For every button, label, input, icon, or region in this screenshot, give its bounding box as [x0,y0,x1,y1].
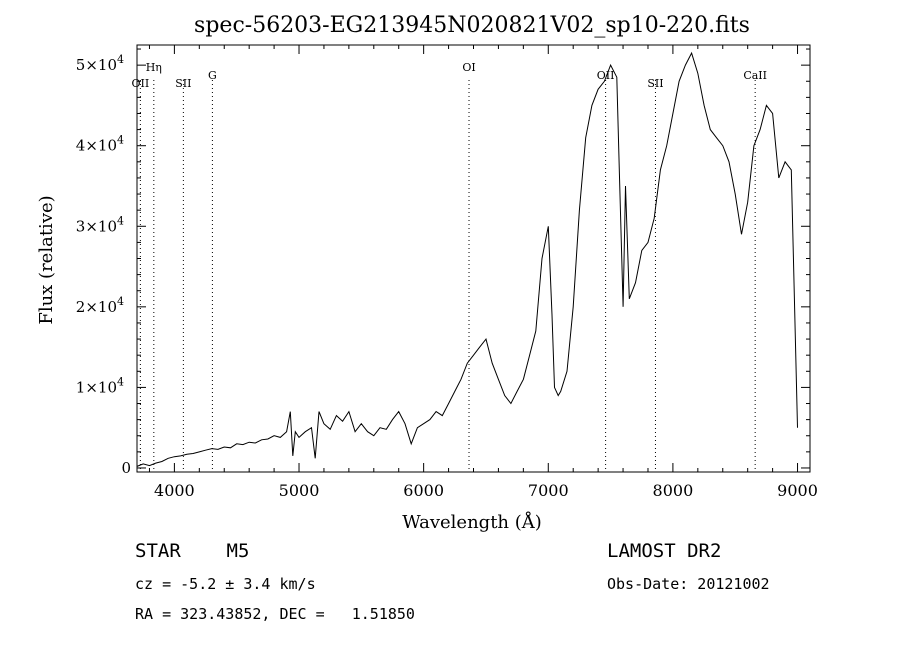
observation-date: Obs-Date: 20121002 [607,575,770,593]
line-marker-label: OII [597,69,615,82]
line-marker-label: SII [175,77,191,90]
y-tick-label: 2×104 [76,295,124,316]
y-tick-label: 5×104 [76,53,124,74]
y-axis-label: Flux (relative) [36,195,57,324]
line-marker-label: SII [647,77,663,90]
emission-line-markers: OII Hη SII G OI OII SII CaII [132,61,767,472]
line-marker-label: CaII [743,69,767,82]
x-tick-label: 4000 [154,481,195,500]
spectrum-chart: spec-56203-EG213945N020821V02_sp10-220.f… [36,13,818,533]
y-tick-label: 3×104 [76,214,124,235]
x-tick-label: 9000 [777,481,818,500]
plot-frame [136,44,811,473]
y-axis: 0 1×104 2×104 3×104 4×104 5×104 [76,48,810,477]
line-marker-label: G [208,69,217,82]
y-tick-label: 0 [121,459,131,477]
x-tick-label: 6000 [403,481,444,500]
x-axis: 4000 5000 6000 7000 8000 9000 [148,45,818,500]
survey-name: LAMOST DR2 [607,540,722,562]
line-marker-label: OI [462,61,475,74]
line-marker-label: Hη [146,61,162,74]
x-tick-label: 7000 [528,481,569,500]
redshift-velocity: cz = -5.2 ± 3.4 km/s [135,575,316,593]
coordinates: RA = 323.43852, DEC = 1.51850 [135,605,415,623]
line-marker-label: OII [132,77,150,90]
chart-title: spec-56203-EG213945N020821V02_sp10-220.f… [194,13,750,38]
x-tick-label: 5000 [279,481,320,500]
y-tick-label: 1×104 [76,375,124,396]
spectrum-line [136,51,798,467]
object-class: STAR M5 [135,540,250,562]
x-tick-label: 8000 [653,481,694,500]
x-axis-label: Wavelength (Å) [402,511,542,533]
y-tick-label: 4×104 [76,134,124,155]
